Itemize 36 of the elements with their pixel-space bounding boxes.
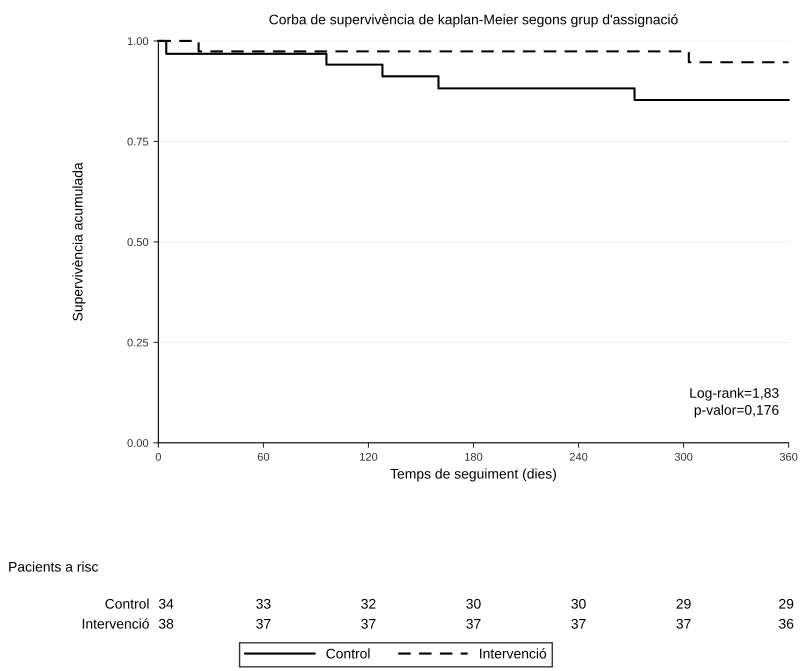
annotation: p-valor=0,176 [694, 404, 779, 418]
text: 32 [361, 598, 376, 609]
text: Pacients a risc [9, 562, 98, 572]
y-tick-label: 0.50 [127, 238, 148, 246]
text: 36 [778, 618, 794, 629]
text: 37 [256, 618, 270, 629]
y-tick-label: 0.00 [127, 439, 148, 447]
text: 29 [676, 598, 691, 609]
text: 37 [466, 618, 481, 629]
chart-title: Corba de supervivència de kaplan-Meier segons grup d'assignació [269, 14, 678, 28]
x-tick-label: 300 [674, 452, 692, 461]
text: 34 [158, 598, 174, 609]
x-tick-label: 240 [570, 452, 588, 461]
text: 30 [466, 598, 481, 609]
y-tick-label: 0.25 [127, 338, 148, 347]
y-axis-title: Supervivència acumulada [72, 162, 86, 321]
x-tick-label: 60 [258, 452, 270, 461]
text: Intervenció [82, 618, 149, 629]
text: 37 [571, 618, 586, 629]
annotation: Log-rank=1,83 [690, 388, 779, 401]
text: 33 [256, 598, 271, 609]
text: 29 [779, 598, 794, 609]
text: 30 [571, 598, 586, 609]
legend-label: Control [326, 648, 370, 659]
legend-label: Intervenció [480, 648, 546, 659]
x-tick-label: 0 [156, 452, 162, 461]
text: 37 [676, 618, 691, 629]
text: 38 [158, 618, 174, 629]
x-axis-title: Temps de seguiment (dies) [390, 468, 556, 482]
x-tick-label: 120 [360, 452, 378, 461]
text: 37 [361, 618, 376, 629]
x-tick-label: 360 [780, 452, 798, 461]
y-tick-label: 1.00 [128, 37, 148, 46]
text: Control [105, 598, 149, 609]
y-tick-label: 0.75 [127, 138, 148, 146]
x-tick-label: 180 [465, 452, 482, 461]
